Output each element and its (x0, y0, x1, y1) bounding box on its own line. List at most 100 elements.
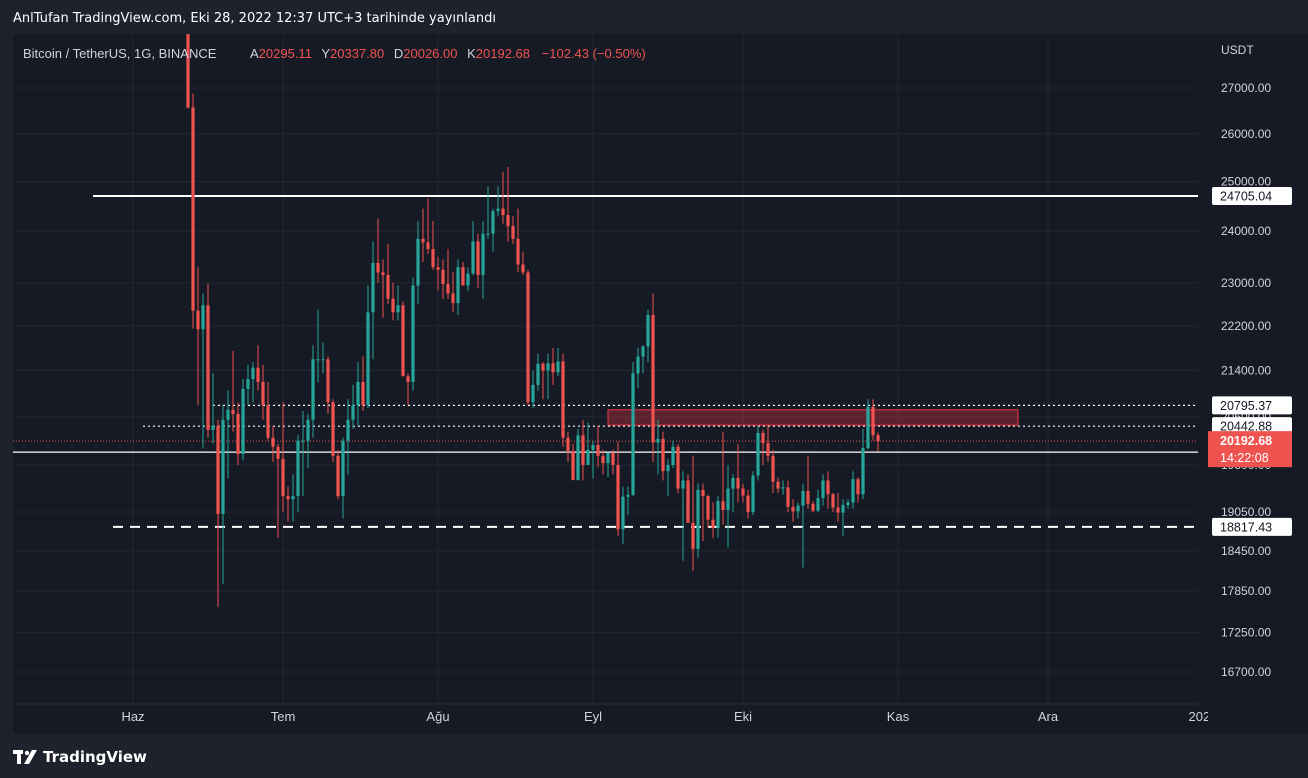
candle-down (551, 348, 555, 385)
candle-down (856, 477, 860, 503)
price-axis[interactable]: USDT (1198, 34, 1208, 734)
candle-up (351, 384, 355, 429)
candle-up (646, 309, 650, 363)
candle-up (641, 345, 645, 374)
candle-up (321, 342, 325, 374)
candle-body (491, 211, 495, 234)
candle-up (356, 362, 360, 426)
candle-down (286, 486, 290, 522)
candle-up (546, 353, 550, 400)
candle-body (411, 285, 415, 382)
svg-text:Bitcoin / TetherUS, 1G, BINANC: Bitcoin / TetherUS, 1G, BINANCE (23, 46, 217, 61)
chart-svg[interactable]: USDT Haz Tem Ağu Eyl Eki Kas Ara 2023 Bitcoin /… (13, 34, 1208, 734)
candle-body (276, 446, 280, 459)
candle-body (831, 494, 835, 508)
candle-body (386, 275, 390, 299)
candle-down (391, 282, 395, 321)
level-label-box (1212, 417, 1292, 436)
candle-body (306, 419, 310, 441)
candle-down (616, 441, 620, 536)
candle-up (296, 434, 300, 512)
high-label: Y (321, 46, 330, 61)
candle-up (636, 348, 640, 388)
candle-body (876, 434, 880, 442)
candle-up (681, 471, 685, 561)
candle-down (876, 432, 880, 452)
candle-down (771, 449, 775, 493)
candle-body (736, 477, 740, 489)
candle-body (751, 475, 755, 512)
candle-body (556, 361, 560, 373)
candle-body (601, 455, 605, 464)
candle-body (626, 494, 630, 497)
candle-body (251, 367, 255, 380)
candle-up (841, 499, 845, 536)
candle-body (701, 489, 705, 497)
candle-body (741, 488, 745, 496)
candle-body (291, 496, 295, 500)
candle-body (231, 409, 235, 414)
candle-up (211, 373, 215, 444)
candle-down (461, 261, 465, 286)
candle-down (721, 431, 725, 525)
candle-down (601, 449, 605, 475)
candle-down (186, 34, 190, 109)
candle-body (801, 491, 805, 506)
candle-down (686, 474, 690, 523)
candle-body (261, 381, 265, 406)
candle-body (341, 440, 345, 497)
candle-down (506, 167, 510, 242)
x-tick-label: Eyl (584, 709, 602, 724)
price-chart[interactable]: USDT Haz Tem Ağu Eyl Eki Kas Ara 2023 Bitcoin /… (13, 34, 1208, 734)
candle-down (651, 293, 655, 462)
candle-body (871, 406, 875, 436)
candle-body (371, 262, 375, 313)
x-tick-label: Haz (121, 709, 144, 724)
candle-body (576, 435, 580, 480)
candle-body (516, 238, 520, 265)
candle-body (246, 379, 250, 389)
symbol-name: Bitcoin / TetherUS, 1G, BINANCE (23, 46, 217, 61)
candle-down (431, 221, 435, 270)
last-price-badge (1208, 431, 1292, 468)
symbol-legend: Bitcoin / TetherUS, 1G, BINANCE A20295.1… (23, 46, 646, 61)
candle-down (736, 443, 740, 503)
candle-body (366, 312, 370, 406)
candle-body (686, 480, 690, 523)
candle-up (591, 440, 595, 479)
candle-body (346, 419, 350, 441)
candle-body (706, 496, 710, 520)
candle-down (216, 419, 220, 607)
candle-down (501, 171, 505, 224)
candle-up (756, 425, 760, 481)
time-axis[interactable]: Haz Tem Ağu Eyl Eki Kas Ara 2023 (121, 709, 1208, 724)
candle-body (806, 491, 810, 504)
publication-header: AnlTufan TradingView.com, Eki 28, 2022 1… (0, 0, 1308, 34)
candle-body (531, 384, 535, 403)
candle-body (676, 446, 680, 489)
candle-body (436, 267, 440, 270)
candle-body (651, 315, 655, 443)
svg-text:A20295.11 Y20337.80: A20295.11 Y20337.80 D20026.00 K20192.68 … (250, 46, 646, 61)
price-scale[interactable]: USDT 27000.00 26000.00 25000.00 24000.00 230… (1208, 34, 1308, 734)
candle-up (816, 489, 820, 512)
candle-down (421, 208, 425, 262)
candle-body (581, 435, 585, 466)
candles (186, 34, 880, 607)
candle-up (411, 277, 415, 391)
candle-down (196, 267, 200, 406)
candle-down (256, 345, 260, 391)
candle-down (281, 402, 285, 512)
candle-up (366, 285, 370, 409)
candle-body (206, 305, 210, 430)
candle-down (401, 301, 405, 377)
candle-up (851, 471, 855, 509)
candle-down (331, 399, 335, 462)
candle-body (756, 432, 760, 476)
candle-down (711, 502, 715, 538)
candle-up (481, 221, 485, 299)
candle-down (791, 499, 795, 522)
candle-up (726, 465, 730, 548)
candle-body (561, 361, 565, 438)
low-label: D (394, 46, 403, 61)
